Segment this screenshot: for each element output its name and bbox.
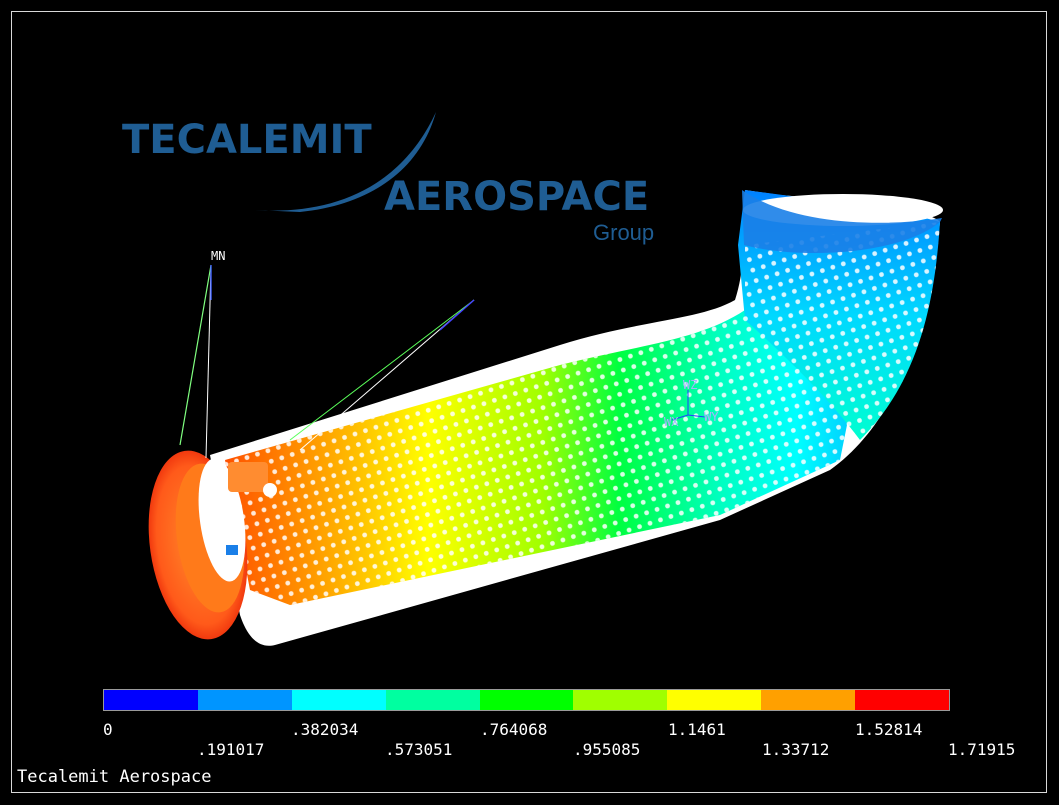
legend-tick-1: .191017 [197,740,265,759]
triad-wx-label: WX [664,415,679,429]
mn-marker-label: MN [211,249,226,263]
legend-tick-7: 1.33712 [762,740,830,759]
legend-color-segment-4 [479,690,574,710]
triad-wy-label: WY [704,410,719,424]
legend-tick-8: 1.52814 [855,720,923,739]
outlet-collar [742,190,942,254]
legend-tick-3: .573051 [385,740,453,759]
legend-color-segment-5 [573,690,668,710]
legend-color-segment-7 [761,690,856,710]
legend-tick-0: 0 [103,720,113,739]
logo-line-tecalemit: TECALEMIT [122,117,372,163]
legend-color-segment-2 [291,690,386,710]
legend-color-segment-1 [197,690,292,710]
model-title: Tecalemit Aerospace [17,767,212,787]
legend-tick-6: 1.1461 [668,720,726,739]
legend-tick-9: 1.71915 [948,740,1016,759]
legend-color-segment-0 [104,690,198,710]
inlet-bracket [228,462,268,492]
logo-line-group: Group [593,220,655,245]
logo-line-aerospace: AEROSPACE [384,174,650,220]
triad-wz-label: WZ [683,378,698,392]
legend-color-segment-8 [855,690,950,710]
legend-tick-4: .764068 [480,720,548,739]
legend-tick-2: .382034 [291,720,359,739]
legend-color-segment-6 [667,690,762,710]
graphics-viewport[interactable] [11,11,1047,793]
legend-tick-5: .955085 [573,740,641,759]
perforation-pattern [225,222,940,605]
contour-legend-bar [103,689,950,711]
legend-color-segment-3 [385,690,480,710]
